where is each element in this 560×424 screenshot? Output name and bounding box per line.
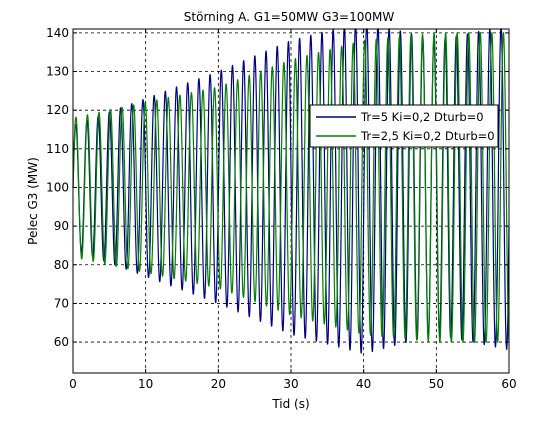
x-tick-label: 30 [283,377,298,391]
x-tick-label: 50 [429,377,444,391]
legend-box [309,104,499,148]
ticks: 0 10 20 30 40 50 60 60 70 80 90 100 110 120 130 140 [46,26,517,391]
chart-title: Störning A. G1=50MW G3=100MW [184,10,395,24]
y-tick-label: 130 [46,65,69,79]
y-tick-label: 110 [46,142,69,156]
y-tick-label: 120 [46,103,69,117]
legend-label-series-2: Tr=2,5 Ki=0,2 Dturb=0 [360,129,495,143]
y-tick-label: 90 [54,219,69,233]
x-axis-label: Tid (s) [271,397,309,411]
y-tick-label: 100 [46,180,69,194]
y-tick-label: 80 [54,258,69,272]
x-tick-label: 20 [211,377,226,391]
legend: Tr=5 Ki=0,2 Dturb=0 Tr=2,5 Ki=0,2 Dturb=… [309,104,499,148]
x-tick-label: 10 [138,377,153,391]
y-tick-label: 70 [54,296,69,310]
legend-label-series-1: Tr=5 Ki=0,2 Dturb=0 [360,110,484,124]
x-tick-label: 60 [501,377,516,391]
x-tick-label: 40 [356,377,371,391]
y-axis-label: Pelec G3 (MW) [26,157,40,245]
y-tick-label: 140 [46,26,69,40]
x-tick-label: 0 [69,377,77,391]
y-tick-label: 60 [54,335,69,349]
